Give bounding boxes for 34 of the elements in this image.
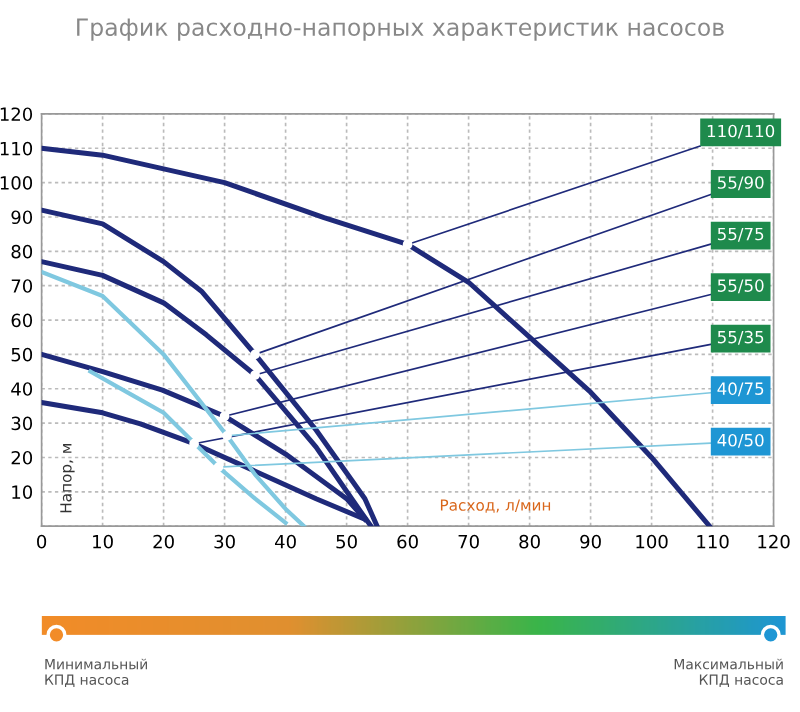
y-tick-label: 100 [0,176,33,190]
x-tick-label: 20 [153,534,174,549]
x-tick-label: 10 [93,534,113,549]
y-tick-label: 10 [12,485,33,499]
y-tick-label: 90 [11,210,33,225]
text: 55/35 [717,330,764,345]
x-tick-label: 40 [275,534,296,549]
text: 40/50 [717,433,764,448]
x-tick-label: 0 [37,534,47,549]
x-tick-label: 110 [697,534,729,549]
y-tick-label: 70 [11,279,33,293]
y-tick-label: 30 [11,416,33,431]
y-tick-label: 50 [11,347,33,362]
text: 110/110 [707,124,775,139]
x-tick-label: 120 [758,534,790,549]
y-tick-label: 80 [11,244,33,259]
text: 55/90 [717,176,764,191]
x-tick-label: 30 [214,534,235,549]
x-tick-label: 100 [636,534,668,549]
x-tick-label: 60 [397,534,418,549]
text: 55/75 [717,227,764,242]
y-tick-label: 120 [0,107,33,122]
text: 40/75 [717,382,764,397]
text: 55/50 [717,279,764,294]
line-series [41,145,713,527]
y-tick-label: 20 [11,450,33,465]
y-tick-label: 110 [0,141,33,156]
x-tick-label: 80 [519,534,540,549]
chart-title: График расходно-напорных характеристик насосов [77,18,724,41]
y-tick-label: 40 [11,382,33,396]
x-tick-label: 90 [580,534,601,549]
x-tick-label: 70 [458,534,479,549]
y-tick-label: 60 [11,313,33,328]
x-tick-label: 50 [336,534,357,549]
